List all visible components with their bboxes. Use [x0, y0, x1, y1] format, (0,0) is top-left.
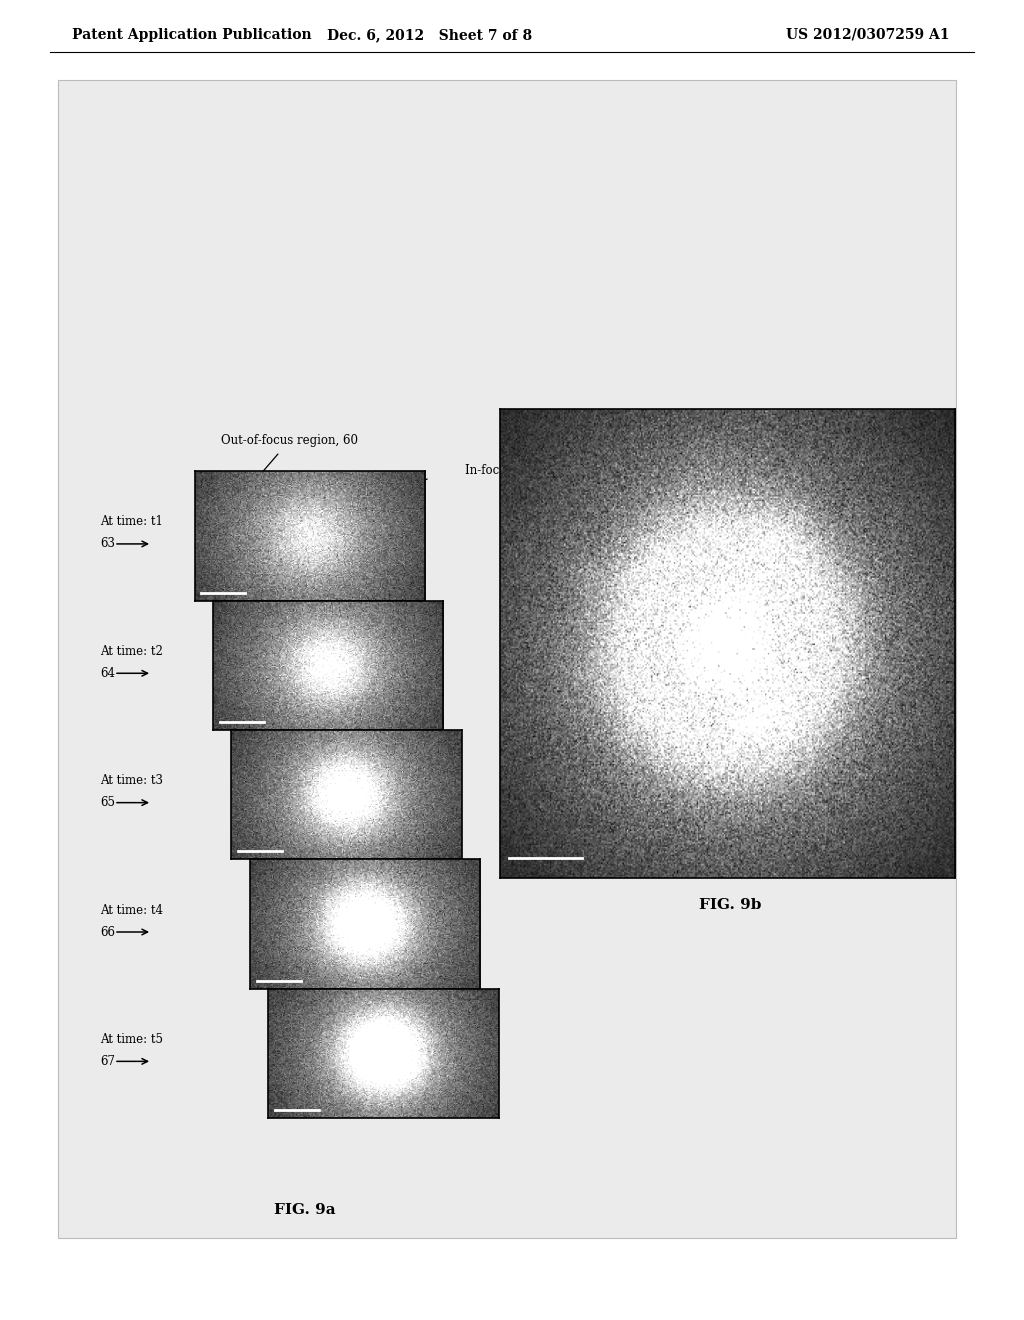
Text: 67: 67: [100, 1055, 115, 1068]
Text: Dec. 6, 2012   Sheet 7 of 8: Dec. 6, 2012 Sheet 7 of 8: [328, 28, 532, 42]
Text: At time: t1: At time: t1: [100, 515, 163, 528]
Text: 65: 65: [100, 796, 115, 809]
Text: In-focus region, 61: In-focus region, 61: [465, 465, 578, 478]
Text: FIG. 9a: FIG. 9a: [274, 1203, 336, 1217]
Text: Patent Application Publication: Patent Application Publication: [72, 28, 311, 42]
Text: 66: 66: [100, 925, 115, 939]
Text: FIG. 9b: FIG. 9b: [698, 898, 761, 912]
Text: At time: t4: At time: t4: [100, 903, 163, 916]
Text: 64: 64: [100, 667, 115, 680]
Text: At time: t2: At time: t2: [100, 644, 163, 657]
Text: At time: t3: At time: t3: [100, 774, 163, 787]
Text: 63: 63: [100, 537, 115, 550]
Text: US 2012/0307259 A1: US 2012/0307259 A1: [786, 28, 950, 42]
Text: At time: t5: At time: t5: [100, 1032, 163, 1045]
Text: Out-of-focus region, 60: Out-of-focus region, 60: [221, 434, 358, 447]
FancyBboxPatch shape: [58, 81, 956, 1238]
